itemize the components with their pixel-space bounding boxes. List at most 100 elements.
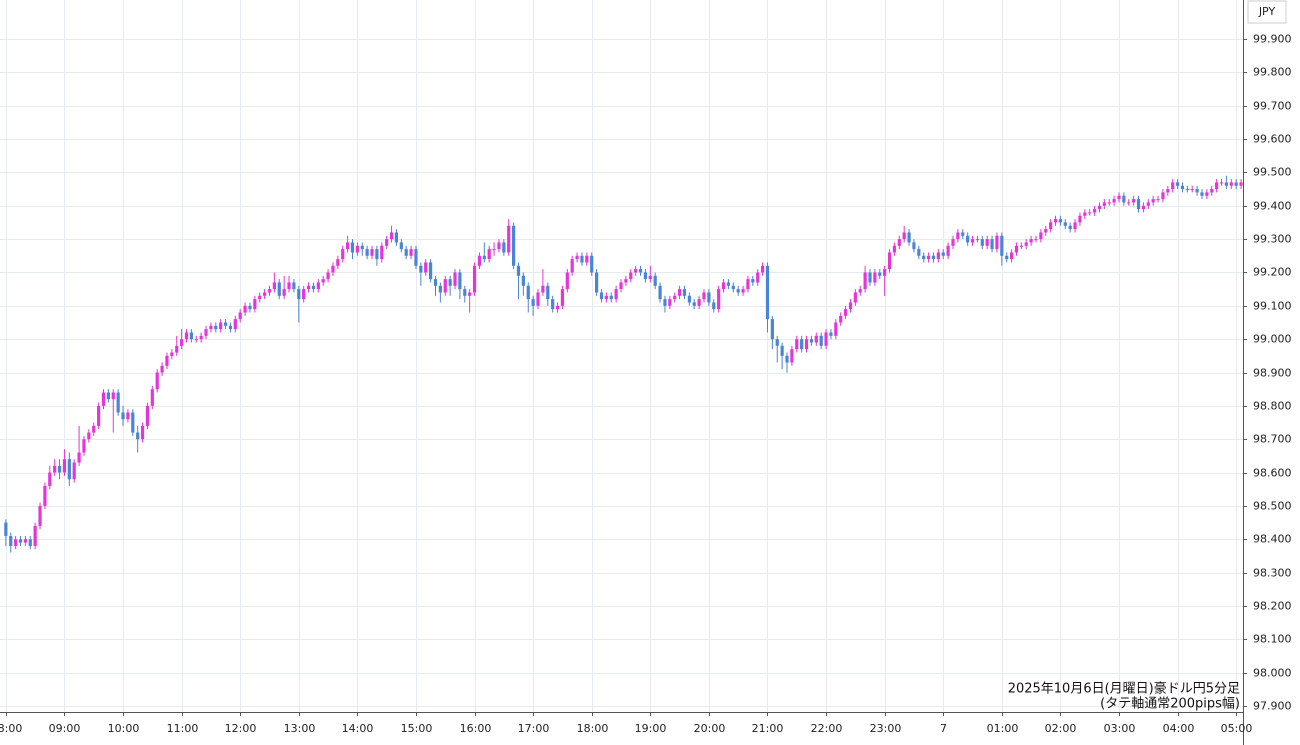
candle-body xyxy=(14,539,18,546)
candle-body xyxy=(760,265,765,273)
candle-body xyxy=(424,262,428,273)
candle-body xyxy=(28,539,32,546)
candle-body xyxy=(585,255,589,263)
y-tick-label: 99.700 xyxy=(1253,100,1292,113)
x-tick-label: 10:00 xyxy=(108,722,140,735)
candle-body xyxy=(717,289,721,310)
x-tick-label: 21:00 xyxy=(752,722,784,735)
candle-body xyxy=(101,392,106,406)
candle-body xyxy=(990,239,994,250)
candle-body xyxy=(658,285,662,300)
candle-body xyxy=(980,239,984,246)
candle-body xyxy=(956,232,960,240)
x-tick-label: 02:00 xyxy=(1045,722,1077,735)
candle-body xyxy=(487,249,491,260)
candle-body xyxy=(43,485,47,506)
candle-body xyxy=(609,295,613,300)
x-tick-label: 14:00 xyxy=(342,722,374,735)
candle-body xyxy=(663,299,667,306)
candle-body xyxy=(1034,239,1038,241)
candle-body xyxy=(1092,209,1097,213)
candle-body xyxy=(438,285,442,293)
candle-body xyxy=(92,425,96,433)
candle-body xyxy=(907,232,911,243)
candle-body xyxy=(785,355,789,363)
candle-body xyxy=(458,272,462,290)
candle-body xyxy=(814,335,818,343)
candles xyxy=(4,175,1243,553)
candle-body xyxy=(336,259,340,266)
candle-body xyxy=(409,249,413,256)
y-tick-label: 98.400 xyxy=(1253,533,1292,546)
candle-body xyxy=(843,309,848,316)
candle-body xyxy=(292,282,296,290)
candle-body xyxy=(1171,182,1175,190)
candle-body xyxy=(707,292,711,303)
y-tick-label: 99.800 xyxy=(1253,66,1292,79)
candle-body xyxy=(160,365,164,373)
candle-body xyxy=(375,249,379,260)
candle-body xyxy=(429,262,433,280)
candle-body xyxy=(604,295,608,300)
candle-body xyxy=(1083,212,1087,216)
candle-body xyxy=(902,232,906,240)
candle-body xyxy=(702,292,706,300)
candle-body xyxy=(140,425,145,440)
candle-body xyxy=(219,322,223,330)
candle-body xyxy=(834,322,838,336)
candle-body xyxy=(482,255,486,260)
annotation: (タテ軸通常200pips幅) xyxy=(1100,697,1240,712)
candle-body xyxy=(106,392,110,400)
y-tick-label: 97.900 xyxy=(1253,700,1292,713)
candle-body xyxy=(726,282,731,286)
candle-body xyxy=(355,245,359,253)
candle-body xyxy=(1219,182,1224,184)
candle-body xyxy=(48,472,52,486)
candle-body xyxy=(1175,182,1180,186)
candle-body xyxy=(453,272,457,286)
candle-body xyxy=(677,289,682,296)
candle-body xyxy=(194,339,198,341)
candle-body xyxy=(590,255,594,273)
candle-body xyxy=(263,292,267,296)
candle-body xyxy=(819,335,823,346)
candle-body xyxy=(443,279,447,293)
x-tick-label: 20:00 xyxy=(694,722,726,735)
candle-body xyxy=(619,282,623,290)
candle-body xyxy=(970,239,975,243)
candle-body xyxy=(638,269,643,273)
currency-box xyxy=(1247,0,1287,24)
candle-body xyxy=(565,272,569,290)
candle-body xyxy=(1029,239,1033,243)
y-tick-label: 99.300 xyxy=(1253,233,1292,246)
candle-body xyxy=(931,255,936,260)
candle-body xyxy=(380,245,384,260)
y-tick-label: 98.800 xyxy=(1253,400,1292,413)
candle-body xyxy=(897,239,901,246)
x-tick-label: 23:00 xyxy=(870,722,902,735)
candle-body xyxy=(272,282,276,290)
candle-body xyxy=(131,412,135,433)
candle-body xyxy=(961,232,965,236)
candle-body xyxy=(995,235,999,250)
candle-body xyxy=(126,412,130,420)
candle-body xyxy=(18,539,23,543)
candle-body xyxy=(878,272,882,276)
candle-body xyxy=(1180,185,1185,190)
candle-body xyxy=(526,285,530,300)
candle-body xyxy=(1200,192,1204,196)
y-tick-label: 99.900 xyxy=(1253,33,1292,46)
candle-body xyxy=(77,452,81,463)
candle-body xyxy=(736,289,740,293)
candle-body xyxy=(1112,199,1116,203)
candle-body xyxy=(560,289,565,306)
candle-body xyxy=(209,325,213,330)
y-tick-label: 99.600 xyxy=(1253,133,1292,146)
candle-body xyxy=(595,272,599,293)
candle-body xyxy=(599,292,604,300)
candle-body xyxy=(341,249,345,260)
candle-body xyxy=(780,345,784,356)
y-tick-label: 98.200 xyxy=(1253,600,1292,613)
candle-body xyxy=(1053,219,1058,223)
candle-body xyxy=(668,299,672,306)
